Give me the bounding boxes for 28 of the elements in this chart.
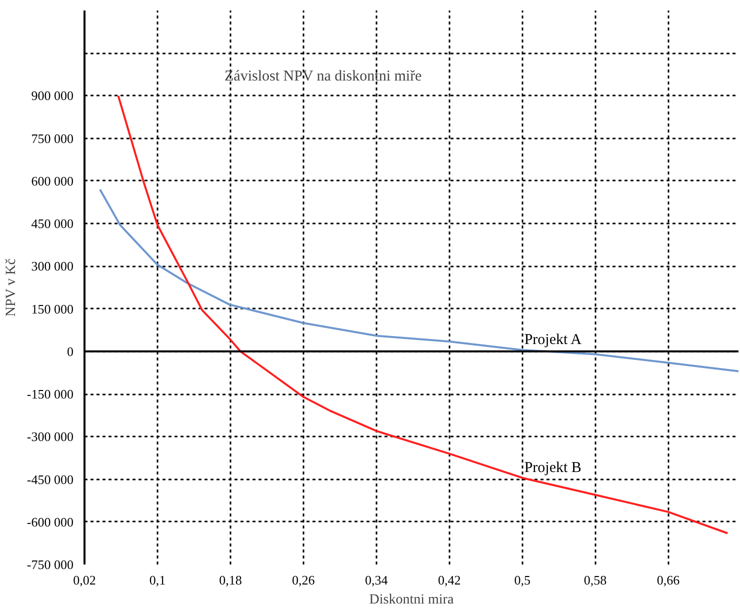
text: Závislost NPV na diskontni miře bbox=[224, 68, 422, 84]
y-tick-label: 750 000 bbox=[31, 130, 74, 146]
y-tick-label: -450 000 bbox=[26, 472, 74, 487]
y-tick-label: 150 000 bbox=[31, 301, 74, 316]
line-series bbox=[117, 94, 729, 534]
line-series bbox=[99, 188, 738, 372]
y-tick-label: -300 000 bbox=[26, 429, 74, 444]
y-tick-label: 900 000 bbox=[31, 88, 74, 104]
y-tick-label: -750 000 bbox=[26, 557, 74, 572]
y-tick-label: 0 bbox=[67, 344, 74, 359]
y-tick-label: 600 000 bbox=[31, 173, 74, 188]
x-tick-label: 0,66 bbox=[656, 572, 680, 588]
x-tick-label: 0,02 bbox=[73, 572, 96, 588]
x-tick-label: 0,1 bbox=[149, 572, 166, 588]
x-tick-label: 0,26 bbox=[292, 572, 316, 588]
series-label: Projekt B bbox=[524, 460, 582, 476]
x-tick-label: 0,34 bbox=[365, 572, 388, 588]
series-label: Projekt A bbox=[524, 332, 582, 348]
x-tick-label: 0,18 bbox=[219, 572, 242, 588]
y-tick-label: 450 000 bbox=[31, 216, 74, 232]
y-tick-label: -600 000 bbox=[26, 514, 74, 530]
x-axis-title: Diskontni mira bbox=[369, 592, 454, 608]
x-tick-label: 0,42 bbox=[438, 572, 461, 588]
x-tick-label: 0,5 bbox=[514, 572, 530, 588]
y-axis-title: NPV v Kč bbox=[4, 258, 19, 317]
y-tick-label: 300 000 bbox=[31, 258, 74, 274]
y-tick-label: -150 000 bbox=[26, 386, 74, 402]
x-tick-label: 0,58 bbox=[584, 572, 607, 588]
